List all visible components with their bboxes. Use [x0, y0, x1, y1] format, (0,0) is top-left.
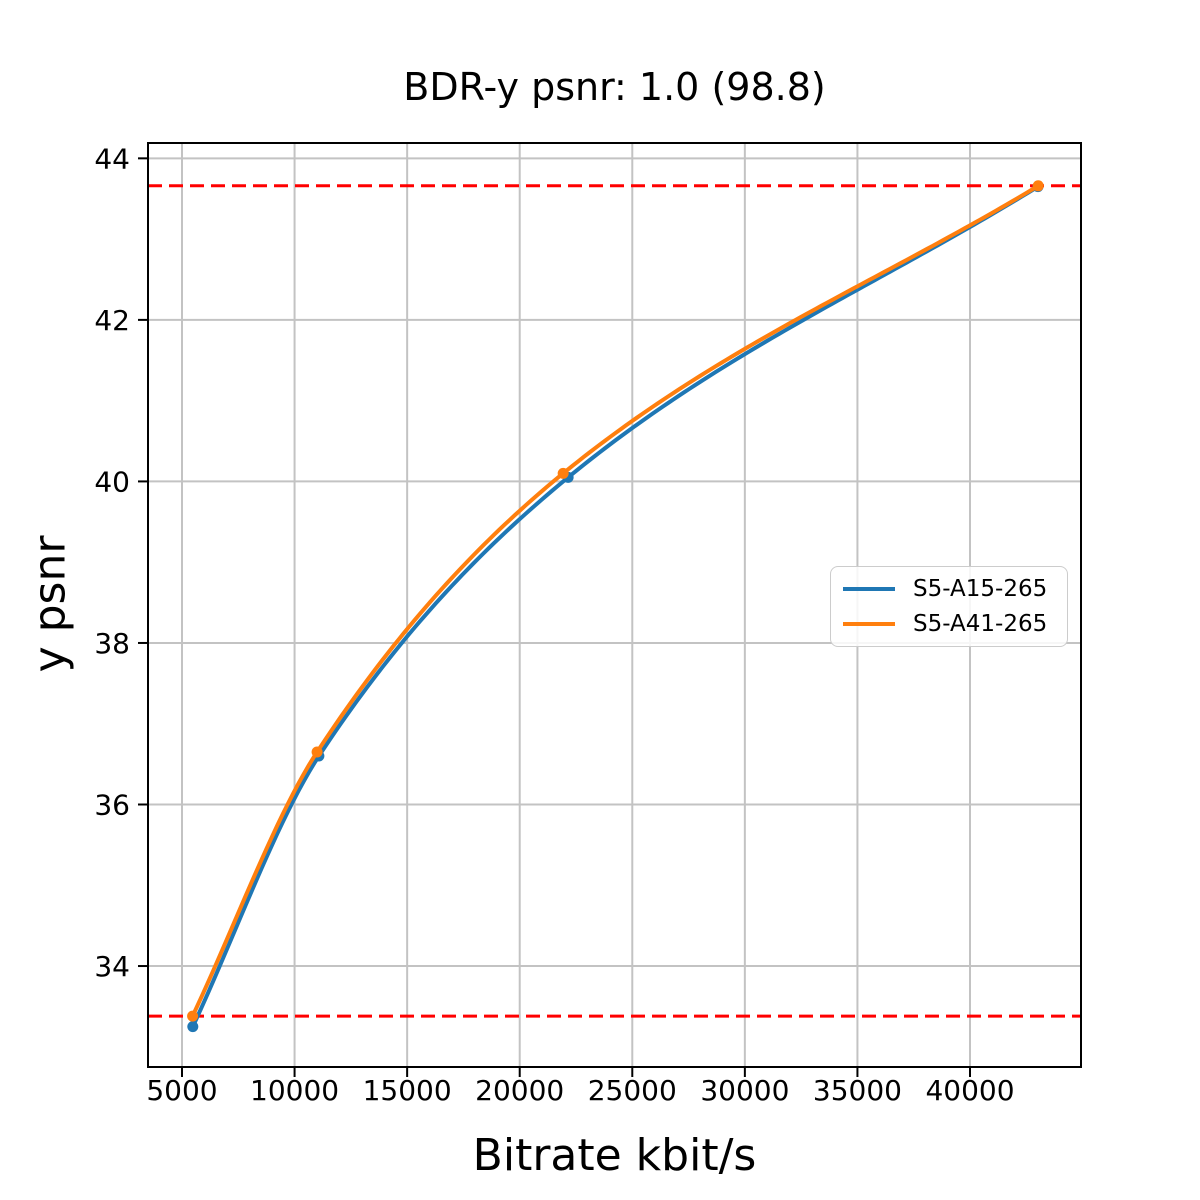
x-tick-label: 15000 [363, 1074, 452, 1107]
x-tick-label: 35000 [813, 1074, 902, 1107]
x-tick-label: 30000 [700, 1074, 789, 1107]
legend-item: S5-A15-265 [843, 575, 1055, 602]
data-point-marker-1 [311, 746, 323, 758]
data-point-marker-0 [187, 1021, 199, 1033]
legend-label-series-0: S5-A15-265 [913, 575, 1048, 602]
data-point-marker-1 [187, 1010, 199, 1022]
data-point-marker-1 [1032, 180, 1044, 192]
y-tick-label: 42 [94, 304, 130, 337]
y-tick-label: 44 [94, 142, 130, 175]
legend-line-swatch-series-1 [843, 622, 895, 626]
axes-spines [147, 142, 1082, 1068]
chart-title: BDR-y psnr: 1.0 (98.8) [403, 65, 826, 109]
y-tick-label: 40 [94, 465, 130, 498]
x-tick-label: 10000 [250, 1074, 339, 1107]
series-line-1 [190, 183, 1041, 1019]
x-tick-label: 25000 [588, 1074, 677, 1107]
legend: S5-A15-265 S5-A41-265 [830, 566, 1068, 647]
x-axis-label: Bitrate kbit/s [472, 1130, 757, 1181]
series-line-0 [190, 184, 1040, 1029]
x-tick-label: 20000 [475, 1074, 564, 1107]
x-tick-label: 40000 [925, 1074, 1014, 1107]
y-tick-label: 38 [94, 627, 130, 660]
y-tick-label: 36 [94, 789, 130, 822]
y-tick-label: 34 [94, 950, 130, 983]
legend-item: S5-A41-265 [843, 610, 1055, 637]
legend-label-series-1: S5-A41-265 [913, 610, 1048, 637]
x-tick-label: 5000 [146, 1074, 217, 1107]
data-point-marker-1 [557, 467, 569, 479]
legend-line-swatch-series-0 [843, 587, 895, 591]
